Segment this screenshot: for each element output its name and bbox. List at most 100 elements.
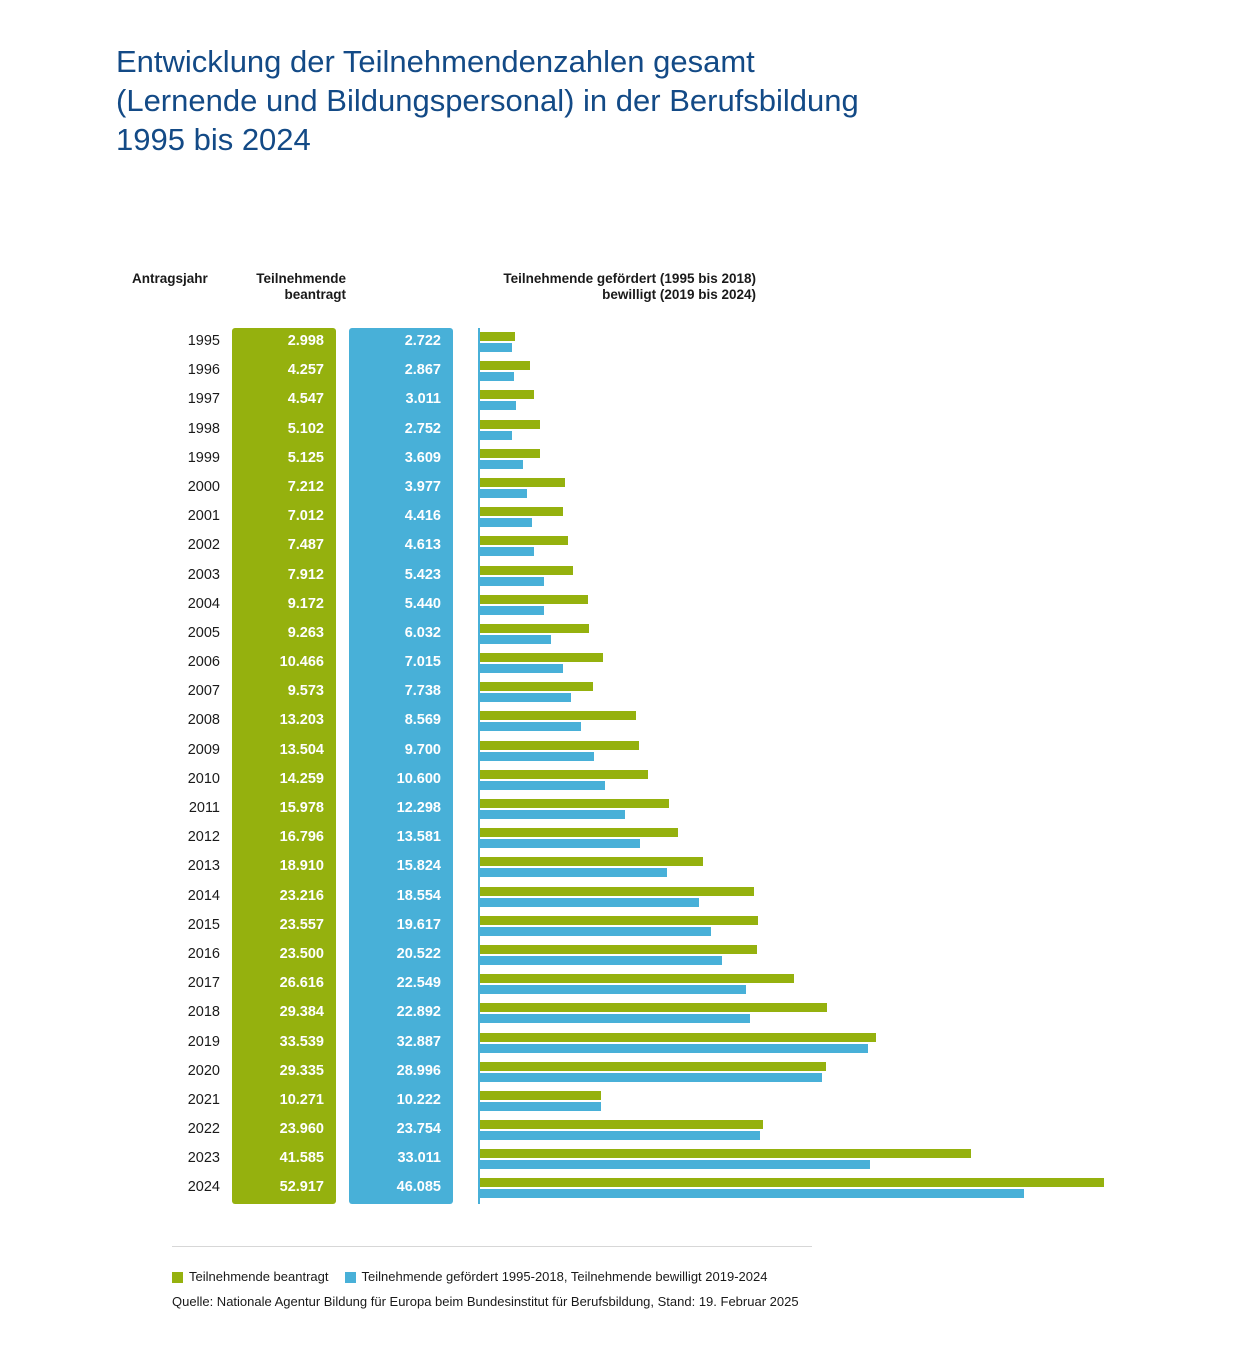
cell-teilnehmende-gefoerdert: 2.722 [404, 333, 441, 349]
bar-beantragt [480, 1061, 827, 1071]
cell-year: 1997 [187, 391, 220, 408]
chart-body: 1995 2.998 2.722 1996 4.257 2.867 1997 4.547 3.0… [116, 328, 1126, 1208]
cell-teilnehmende-gefoerdert: 4.416 [404, 508, 441, 525]
table-row: 2019 33.539 32.887 [116, 1029, 1126, 1058]
cell-year: 2002 [187, 537, 220, 554]
cell-year: 2014 [187, 887, 220, 904]
bar-beantragt [480, 623, 590, 633]
cell-year: 2010 [187, 770, 220, 787]
cell-teilnehmende-gefoerdert: 19.617 [396, 916, 441, 933]
bar-beantragt [480, 507, 563, 517]
cell-year: 1999 [187, 449, 220, 466]
table-row: 2014 23.216 18.554 [116, 883, 1126, 912]
table-row: 2007 9.573 7.738 [116, 678, 1126, 707]
bar-gefoerdert [480, 576, 544, 586]
bar-gefoerdert [480, 1043, 869, 1053]
bar-beantragt [480, 944, 758, 954]
table-row: 2004 9.172 5.440 [116, 591, 1126, 620]
bar-group [480, 330, 1120, 356]
bar-group [480, 709, 1120, 735]
cell-teilnehmende-beantragt: 23.500 [279, 945, 324, 962]
bar-beantragt [480, 448, 541, 458]
cell-year: 2001 [187, 508, 220, 525]
table-row: 2021 10.271 10.222 [116, 1087, 1126, 1116]
bar-gefoerdert [480, 955, 723, 965]
cell-year: 2017 [187, 975, 220, 992]
cell-teilnehmende-beantragt: 9.263 [287, 624, 324, 641]
data-rows: 1995 2.998 2.722 1996 4.257 2.867 1997 4.547 3.0… [116, 328, 1126, 1204]
bar-group [480, 739, 1120, 765]
table-row: 2022 23.960 23.754 [116, 1116, 1126, 1145]
cell-teilnehmende-gefoerdert: 2.867 [404, 362, 441, 379]
bar-group [480, 593, 1120, 619]
cell-teilnehmende-beantragt: 10.271 [279, 1091, 324, 1108]
bar-beantragt [480, 740, 640, 750]
bar-beantragt [480, 799, 669, 808]
bar-group [480, 885, 1120, 911]
cell-teilnehmende-beantragt: 7.912 [287, 566, 324, 583]
bar-gefoerdert [480, 897, 699, 907]
bar-group [480, 1060, 1120, 1086]
bar-gefoerdert [480, 634, 552, 644]
bar-gefoerdert [480, 430, 513, 440]
bar-group [480, 622, 1120, 648]
cell-teilnehmende-gefoerdert: 22.892 [396, 1004, 441, 1021]
bar-beantragt [480, 828, 679, 838]
page-title: Entwicklung der Teilnehmendenzahlen gesa… [116, 42, 1096, 159]
cell-year: 2012 [187, 829, 220, 846]
chart-legend: Teilnehmende beantragt Teilnehmende gefö… [172, 1269, 783, 1284]
bar-beantragt [480, 857, 704, 867]
cell-year: 2000 [187, 478, 220, 495]
title-line-1: Entwicklung der Teilnehmendenzahlen gesa… [116, 44, 755, 79]
cell-teilnehmende-beantragt: 23.557 [279, 916, 324, 933]
cell-year: 2005 [187, 624, 220, 641]
bar-group [480, 1089, 1120, 1115]
bar-beantragt [480, 565, 574, 575]
cell-year: 1996 [187, 362, 220, 379]
bar-gefoerdert [480, 1160, 870, 1170]
table-row: 2016 23.500 20.522 [116, 941, 1126, 970]
bar-beantragt [480, 536, 569, 546]
cell-teilnehmende-beantragt: 5.125 [287, 449, 324, 466]
cell-teilnehmende-gefoerdert: 22.549 [396, 975, 441, 992]
cell-teilnehmende-beantragt: 18.910 [279, 858, 324, 875]
header-teilnehmende-gefoerdert: Teilnehmende gefördert (1995 bis 2018) b… [503, 271, 756, 302]
table-row: 2013 18.910 15.824 [116, 853, 1126, 882]
table-row: 2009 13.504 9.700 [116, 737, 1126, 766]
table-row: 1998 5.102 2.752 [116, 416, 1126, 445]
cell-year: 2008 [187, 712, 220, 729]
bar-gefoerdert [480, 1072, 823, 1082]
bar-gefoerdert [480, 372, 514, 382]
cell-teilnehmende-gefoerdert: 4.613 [404, 537, 441, 554]
legend-item-beantragt: Teilnehmende beantragt [172, 1269, 329, 1284]
bar-group [480, 564, 1120, 590]
table-row: 1996 4.257 2.867 [116, 357, 1126, 386]
cell-teilnehmende-gefoerdert: 10.222 [396, 1091, 441, 1108]
bar-beantragt [480, 1149, 971, 1159]
cell-teilnehmende-gefoerdert: 3.977 [404, 478, 441, 495]
cell-year: 1995 [187, 333, 220, 349]
table-row: 2012 16.796 13.581 [116, 824, 1126, 853]
cell-teilnehmende-beantragt: 7.012 [287, 508, 324, 525]
bar-gefoerdert [480, 780, 606, 790]
bar-group [480, 1001, 1120, 1027]
cell-year: 2006 [187, 654, 220, 671]
bar-group [480, 797, 1120, 823]
cell-teilnehmende-gefoerdert: 7.015 [404, 654, 441, 671]
table-row: 1999 5.125 3.609 [116, 445, 1126, 474]
table-row: 2023 41.585 33.011 [116, 1145, 1126, 1174]
bar-gefoerdert [480, 518, 533, 528]
cell-teilnehmende-beantragt: 26.616 [279, 975, 324, 992]
bar-beantragt [480, 653, 604, 663]
bar-group [480, 1031, 1120, 1057]
cell-year: 2016 [187, 945, 220, 962]
bar-beantragt [480, 361, 531, 371]
bar-beantragt [480, 974, 795, 984]
bar-gefoerdert [480, 547, 535, 557]
cell-teilnehmende-gefoerdert: 18.554 [396, 887, 441, 904]
bar-beantragt [480, 1090, 602, 1100]
cell-teilnehmende-gefoerdert: 23.754 [396, 1121, 441, 1138]
column-headers: Antragsjahr Teilnehmende beantragt Teiln… [116, 266, 1116, 310]
cell-teilnehmende-beantragt: 52.917 [279, 1179, 324, 1196]
